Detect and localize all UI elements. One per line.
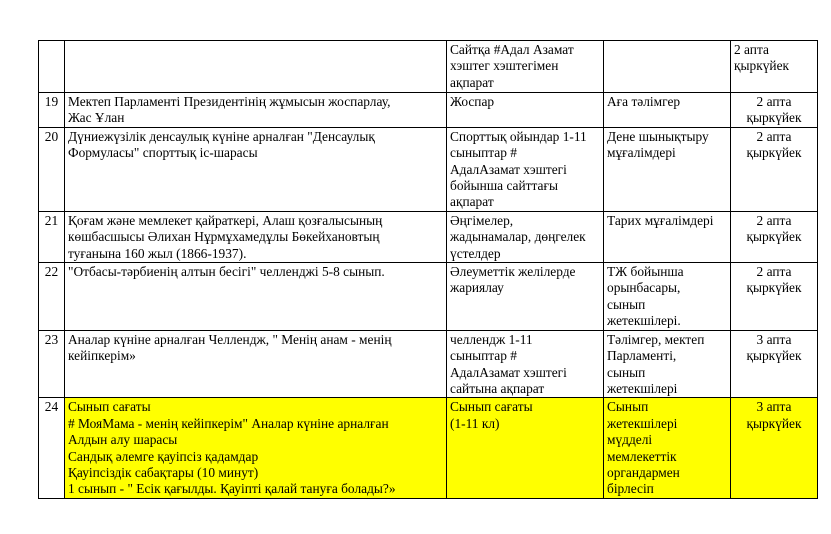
- table-row: 22 "Отбасы-тәрбиенің алтын бесігі" челле…: [38, 262, 818, 331]
- event-cell: [64, 40, 447, 93]
- responsible-cell: [603, 40, 731, 93]
- responsible-cell: Тәлімгер, мектеп Парламенті, сынып жетек…: [603, 329, 731, 399]
- table-row: 21 Қоғам және мемлекет қайраткері, Алаш …: [38, 210, 818, 264]
- date-cell: 2 апта қыркүйек: [730, 210, 818, 264]
- table-row: Сайтқа #Адал Азамат хэштег хэштегімен ақ…: [38, 40, 818, 93]
- date-cell: 2 апта қыркүйек: [730, 92, 818, 128]
- form-cell: челлендж 1-11 сыныптар # АдалАзамат хэшт…: [446, 329, 604, 399]
- responsible-cell: Тарих мұғалімдері: [603, 210, 731, 264]
- responsible-cell: Дене шынықтыру мұғалімдері: [603, 126, 731, 212]
- form-cell: Спорттық ойындар 1-11 сыныптар # АдалАза…: [446, 126, 604, 212]
- table-row: 19 Мектеп Парламенті Президентінің жұмыс…: [38, 92, 818, 128]
- form-cell: Әлеуметтік желілерде жариялау: [446, 262, 604, 331]
- row-number: [38, 40, 65, 93]
- row-number: 22: [38, 262, 65, 331]
- table-row: 20 Дүниежүзілік денсаулық күніне арналға…: [38, 126, 818, 212]
- date-cell: 3 апта қыркүйек: [730, 329, 818, 399]
- form-cell: Сынып сағаты (1-11 кл): [446, 397, 604, 500]
- table-row: 23 Аналар күніне арналған Челлендж, " Ме…: [38, 329, 818, 399]
- form-cell: Жоспар: [446, 92, 604, 128]
- row-number: 23: [38, 329, 65, 399]
- date-cell: 2 апта қыркүйек: [730, 262, 818, 331]
- date-cell: 2 апта қыркүйек: [730, 126, 818, 212]
- row-number: 24: [38, 397, 65, 500]
- date-cell: 2 апта қыркүйек: [730, 40, 818, 93]
- event-cell: "Отбасы-тәрбиенің алтын бесігі" челлендж…: [64, 262, 447, 331]
- form-cell: Сайтқа #Адал Азамат хэштег хэштегімен ақ…: [446, 40, 604, 93]
- event-cell: Аналар күніне арналған Челлендж, " Менің…: [64, 329, 447, 399]
- row-number: 20: [38, 126, 65, 212]
- form-cell: Әңгімелер, жадынамалар, дөңгелек үстелде…: [446, 210, 604, 264]
- event-cell: Мектеп Парламенті Президентінің жұмысын …: [64, 92, 447, 128]
- date-cell: 3 апта қыркүйек: [730, 397, 818, 500]
- responsible-cell: Аға тәлімгер: [603, 92, 731, 128]
- event-cell: Қоғам және мемлекет қайраткері, Алаш қоз…: [64, 210, 447, 264]
- responsible-cell: Сынып жетекшілері мүдделі мемлекеттік ор…: [603, 397, 731, 500]
- row-number: 21: [38, 210, 65, 264]
- table-row-highlighted: 24 Сынып сағаты # МояМама - менің кейіпк…: [38, 397, 818, 500]
- event-cell: Сынып сағаты # МояМама - менің кейіпкері…: [64, 397, 447, 500]
- responsible-cell: ТЖ бойынша орынбасары, сынып жетекшілері…: [603, 262, 731, 331]
- row-number: 19: [38, 92, 65, 128]
- events-plan-table: Сайтқа #Адал Азамат хэштег хэштегімен ақ…: [38, 40, 818, 500]
- event-cell: Дүниежүзілік денсаулық күніне арналған "…: [64, 126, 447, 212]
